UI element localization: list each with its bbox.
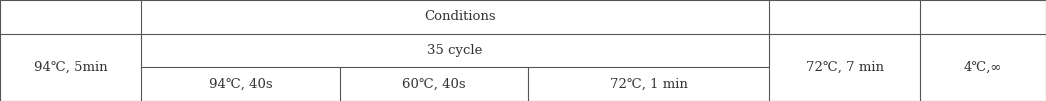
Text: 35 cycle: 35 cycle (428, 44, 482, 57)
Text: 72℃, 1 min: 72℃, 1 min (610, 78, 687, 91)
Text: Conditions: Conditions (425, 10, 496, 23)
Text: 72℃, 7 min: 72℃, 7 min (805, 61, 884, 74)
Text: 94℃, 5min: 94℃, 5min (33, 61, 108, 74)
Text: 94℃, 40s: 94℃, 40s (209, 78, 272, 91)
Text: 4℃,∞: 4℃,∞ (964, 61, 1002, 74)
Text: 60℃, 40s: 60℃, 40s (403, 78, 465, 91)
